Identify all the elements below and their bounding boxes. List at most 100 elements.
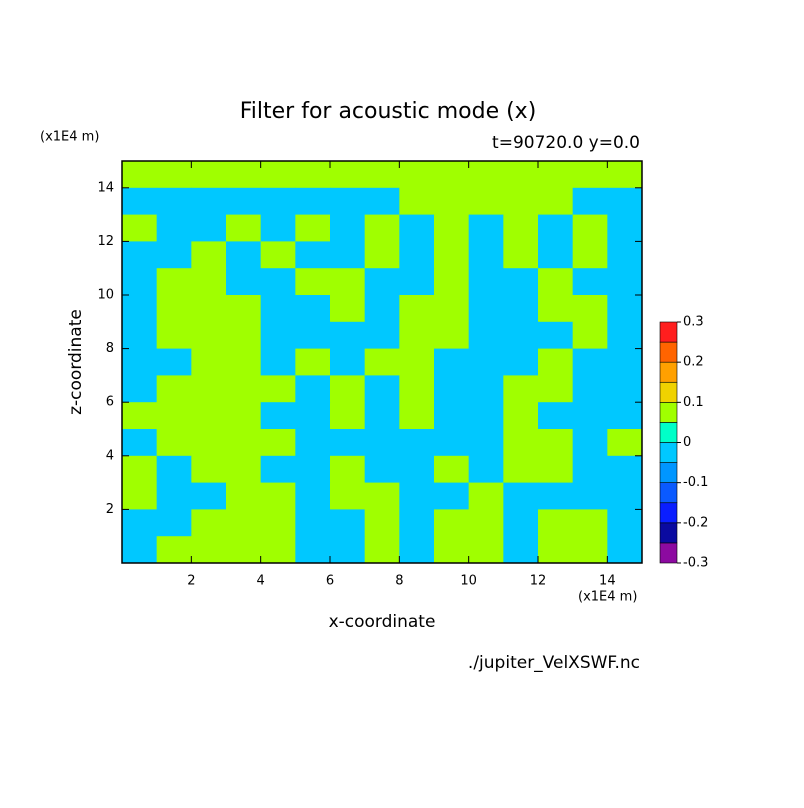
- contour-cell: [226, 348, 262, 376]
- x-tick-label: 12: [530, 574, 547, 589]
- contour-cell: [260, 348, 296, 376]
- colorbar-bin: [659, 442, 678, 463]
- contour-cell: [538, 536, 574, 564]
- y-tick-label: 14: [97, 180, 114, 195]
- contour-cell: [330, 241, 366, 269]
- contour-cell: [607, 268, 643, 296]
- contour-cell: [468, 161, 504, 189]
- contour-cell: [260, 161, 296, 189]
- contour-cell: [295, 321, 331, 350]
- contour-cell: [260, 214, 296, 242]
- contour-cell: [156, 509, 192, 537]
- contour-cell: [122, 268, 158, 296]
- contour-cell: [330, 402, 366, 430]
- contour-cell: [191, 268, 227, 296]
- contour-cell: [607, 429, 643, 457]
- contour-cell: [468, 509, 504, 537]
- contour-cell: [434, 482, 470, 510]
- colorbar-bin: [659, 422, 678, 443]
- field: [122, 161, 643, 564]
- contour-cell: [295, 429, 331, 457]
- contour-cell: [607, 214, 643, 242]
- contour-cell: [191, 321, 227, 350]
- contour-cell: [260, 375, 296, 403]
- contour-cell: [364, 241, 400, 269]
- contour-cell: [538, 455, 574, 484]
- contour-cell: [260, 295, 296, 323]
- contour-cell: [295, 455, 331, 484]
- contour-cell: [607, 295, 643, 323]
- x-tick-label: 14: [599, 574, 616, 589]
- contour-cell: [503, 482, 539, 510]
- colorbar-label: 0.2: [683, 355, 704, 370]
- contour-cell: [503, 348, 539, 376]
- contour-cell: [364, 268, 400, 296]
- contour-cell: [503, 375, 539, 403]
- contour-cell: [434, 187, 470, 216]
- contour-cell: [364, 402, 400, 430]
- contour-cell: [226, 161, 262, 189]
- contour-cell: [399, 509, 435, 537]
- contour-cell: [156, 482, 192, 510]
- contour-cell: [538, 187, 574, 216]
- contour-cell: [191, 295, 227, 323]
- contour-cell: [572, 402, 608, 430]
- contour-cell: [156, 429, 192, 457]
- contour-cell: [156, 295, 192, 323]
- contour-cell: [572, 455, 608, 484]
- contour-cell: [191, 161, 227, 189]
- contour-cell: [295, 268, 331, 296]
- contour-cell: [191, 348, 227, 376]
- contour-cell: [607, 455, 643, 484]
- colorbar-bin: [659, 321, 678, 343]
- contour-cell: [364, 429, 400, 457]
- contour-cell: [156, 348, 192, 376]
- x-tick-label: 8: [395, 574, 403, 589]
- contour-cell: [156, 375, 192, 403]
- contour-cell: [260, 482, 296, 510]
- contour-cell: [191, 509, 227, 537]
- contour-cell: [330, 455, 366, 484]
- contour-cell: [538, 295, 574, 323]
- contour-cell: [364, 509, 400, 537]
- contour-cell: [226, 509, 262, 537]
- contour-cell: [364, 482, 400, 510]
- contour-cell: [503, 241, 539, 269]
- contour-cell: [468, 402, 504, 430]
- contour-cell: [434, 241, 470, 269]
- x-unit: (x1E4 m): [578, 590, 637, 605]
- colorbar-bin: [659, 482, 678, 504]
- contour-cell: [330, 214, 366, 242]
- contour-cell: [226, 429, 262, 457]
- contour-cell: [399, 321, 435, 350]
- contour-cell: [260, 455, 296, 484]
- contour-cell: [468, 455, 504, 484]
- colorbar-bin: [659, 402, 678, 423]
- contour-cell: [330, 321, 366, 350]
- contour-cell: [364, 455, 400, 484]
- colorbar-label: -0.1: [683, 475, 708, 490]
- contour-cell: [434, 455, 470, 484]
- contour-cell: [156, 214, 192, 242]
- colorbar-bin: [659, 502, 678, 524]
- contour-cell: [364, 375, 400, 403]
- contour-cell: [434, 509, 470, 537]
- contour-cell: [226, 214, 262, 242]
- contour-cell: [364, 295, 400, 323]
- contour-cell: [330, 482, 366, 510]
- contour-cell: [503, 321, 539, 350]
- contour-cell: [122, 348, 158, 376]
- contour-cell: [468, 482, 504, 510]
- contour-cell: [607, 348, 643, 376]
- x-tick-label: 6: [326, 574, 334, 589]
- contour-cell: [538, 268, 574, 296]
- contour-cell: [156, 268, 192, 296]
- contour-cell: [295, 536, 331, 564]
- contour-cell: [503, 402, 539, 430]
- contour-cell: [122, 241, 158, 269]
- contour-cell: [607, 402, 643, 430]
- contour-cell: [399, 375, 435, 403]
- contour-cell: [607, 161, 643, 189]
- colorbar-label: -0.2: [683, 515, 708, 530]
- y-tick-label: 4: [106, 448, 114, 463]
